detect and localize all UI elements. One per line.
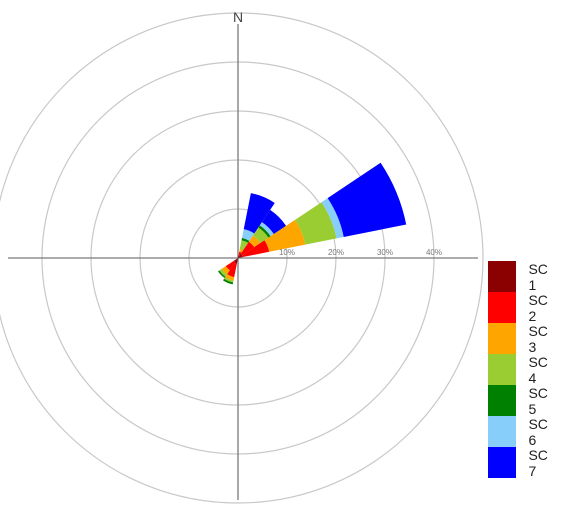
sector-67.5-sc2 [242,240,270,258]
legend-label: SC 4 [528,353,548,386]
legend-swatch [488,385,517,416]
axes [8,24,478,500]
sector-225-sc5 [218,270,226,278]
legend-label: SC 2 [528,291,548,324]
legend-swatch [488,292,517,323]
sector-67.5-sc3 [264,219,306,252]
legend-item: SC 6 [488,415,558,448]
sector-225-sc2 [225,260,236,271]
sector-45-sc5 [258,225,271,238]
sector-45-sc6 [259,222,274,237]
legend-swatch [488,261,517,292]
north-label: N [233,9,243,25]
sector-202.5-sc1 [234,258,238,264]
sector-45-sc3 [248,235,261,248]
sector-225-sc4 [219,268,228,277]
legend-swatch [488,323,517,354]
sector-202.5-sc2 [227,262,237,278]
legend-swatch [488,447,517,478]
sector-45-sc4 [252,227,269,244]
radial-tick-label: 10% [279,248,295,257]
radial-tick-label: 40% [426,248,442,257]
sector-67.5-sc7 [327,162,407,237]
sector-45-sc2 [240,241,255,256]
radial-tick-label: 30% [377,248,393,257]
legend-item: SC 1 [488,260,558,293]
sector-22.5-sc6 [242,229,255,241]
sector-225-sc1 [233,258,238,263]
sector-67.5-sc1 [238,255,243,258]
sector-67.5-sc4 [295,202,337,245]
grid-ring-5 [0,12,484,504]
legend-item: SC 2 [488,291,558,324]
sector-22.5-sc1 [238,255,240,258]
legend-label: SC 7 [528,446,548,479]
legend: SC 1 SC 2 SC 3 SC 4 SC 5 SC 6 SC 7 [488,260,558,479]
legend-item: SC 3 [488,322,558,355]
legend-swatch [488,416,517,447]
sector-225-sc3 [221,266,230,275]
sector-45-sc7 [261,209,287,235]
legend-item: SC 5 [488,384,558,417]
sector-22.5-sc2 [238,251,242,256]
radial-tick-labels: 10% 20% 30% 40% [279,248,442,257]
sector-67.5-sc6 [321,198,344,239]
sector-202.5-sc4 [224,277,234,283]
legend-item: SC 7 [488,446,558,479]
sector-202.5-sc5 [223,278,234,285]
radial-tick-label: 20% [328,248,344,257]
sector-45-sc1 [238,253,243,258]
sector-22.5-sc4 [239,240,249,251]
legend-label: SC 5 [528,384,548,417]
sector-22.5-sc3 [239,248,244,253]
sector-202.5-sc3 [225,274,235,281]
legend-swatch [488,354,517,385]
legend-item: SC 4 [488,353,558,386]
legend-label: SC 3 [528,322,548,355]
legend-label: SC 1 [528,260,548,293]
sector-22.5-sc5 [241,237,250,243]
wind-sectors [218,162,407,285]
legend-label: SC 6 [528,415,548,448]
sector-22.5-sc7 [243,193,275,234]
